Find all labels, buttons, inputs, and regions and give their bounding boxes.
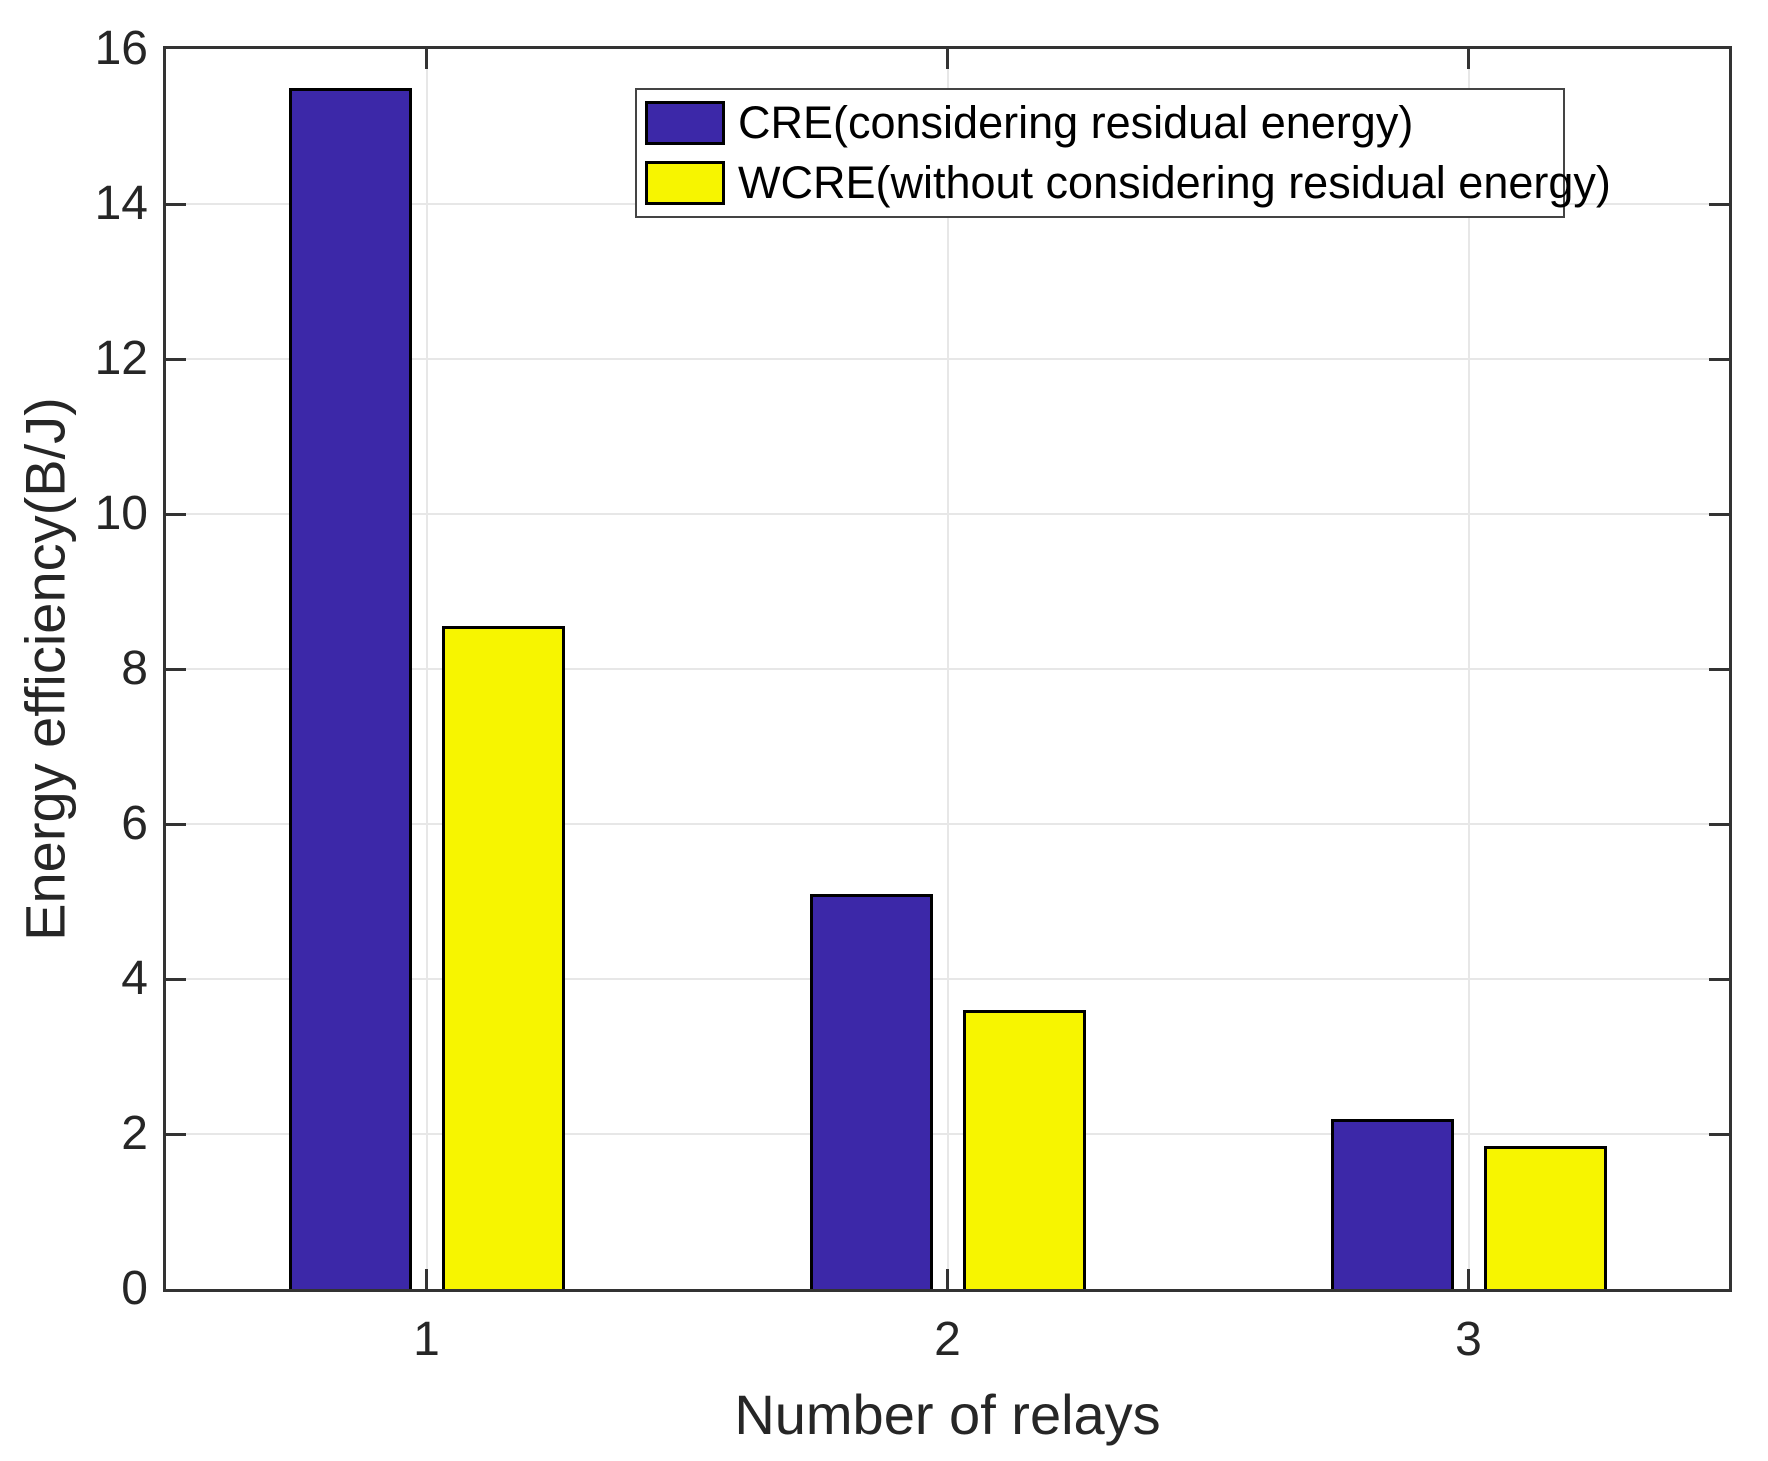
bar-cre-cat2 (809, 893, 933, 1289)
y-tick-right-4 (1709, 977, 1729, 981)
legend: CRE(considering residual energy) WCRE(wi… (635, 88, 1611, 218)
y-tick-label-16: 16 (94, 22, 148, 75)
y-tick-left-2 (166, 1132, 186, 1136)
legend-label-cre: CRE(considering residual energy) (738, 97, 1414, 149)
y-tick-right-2 (1709, 1132, 1729, 1136)
legend-item-cre: CRE(considering residual energy) (645, 97, 1563, 149)
y-tick-label-8: 8 (121, 642, 148, 695)
x-tick-top-1 (425, 49, 428, 69)
y-tick-label-14: 14 (94, 177, 148, 230)
y-tick-left-10 (166, 512, 186, 516)
x-tick-label-1: 1 (413, 1313, 440, 1366)
bar-wcre-cat1 (441, 626, 565, 1289)
y-tick-label-4: 4 (121, 952, 148, 1005)
legend-label-wcre: WCRE(without considering residual energy… (738, 156, 1611, 208)
bar-cre-cat3 (1330, 1118, 1454, 1289)
y-tick-right-12 (1709, 357, 1729, 361)
x-tick-top-2 (946, 49, 949, 69)
y-tick-left-6 (166, 822, 186, 826)
x-axis-title: Number of relays (734, 1383, 1161, 1446)
y-tick-label-12: 12 (94, 332, 148, 385)
x-tick-label-3: 3 (1455, 1313, 1482, 1366)
legend-item-wcre: WCRE(without considering residual energy… (645, 157, 1611, 209)
y-axis-title: Energy efficiency(B/J) (13, 397, 77, 941)
y-tick-right-14 (1709, 202, 1729, 206)
y-tick-right-10 (1709, 512, 1729, 516)
plot-area (163, 46, 1732, 1292)
y-tick-left-4 (166, 977, 186, 981)
y-tick-left-14 (166, 202, 186, 206)
x-tick-bottom-1 (425, 1269, 428, 1289)
x-tick-label-2: 2 (934, 1313, 961, 1366)
y-tick-right-6 (1709, 822, 1729, 826)
y-tick-right-8 (1709, 667, 1729, 671)
y-tick-label-2: 2 (121, 1107, 148, 1160)
legend-swatch-cre (645, 101, 725, 146)
x-tick-bottom-3 (1467, 1269, 1470, 1289)
bar-wcre-cat3 (1483, 1145, 1607, 1289)
y-tick-left-12 (166, 357, 186, 361)
y-tick-label-0: 0 (121, 1262, 148, 1315)
v-gridline-2 (946, 49, 949, 1289)
y-tick-label-6: 6 (121, 797, 148, 850)
x-tick-top-3 (1467, 49, 1470, 69)
bar-wcre-cat2 (962, 1010, 1086, 1289)
legend-swatch-wcre (645, 160, 725, 205)
y-tick-label-10: 10 (94, 487, 148, 540)
v-gridline-1 (425, 49, 428, 1289)
y-tick-left-8 (166, 667, 186, 671)
bar-cre-cat1 (288, 87, 412, 1289)
x-tick-bottom-2 (946, 1269, 949, 1289)
v-gridline-3 (1467, 49, 1470, 1289)
